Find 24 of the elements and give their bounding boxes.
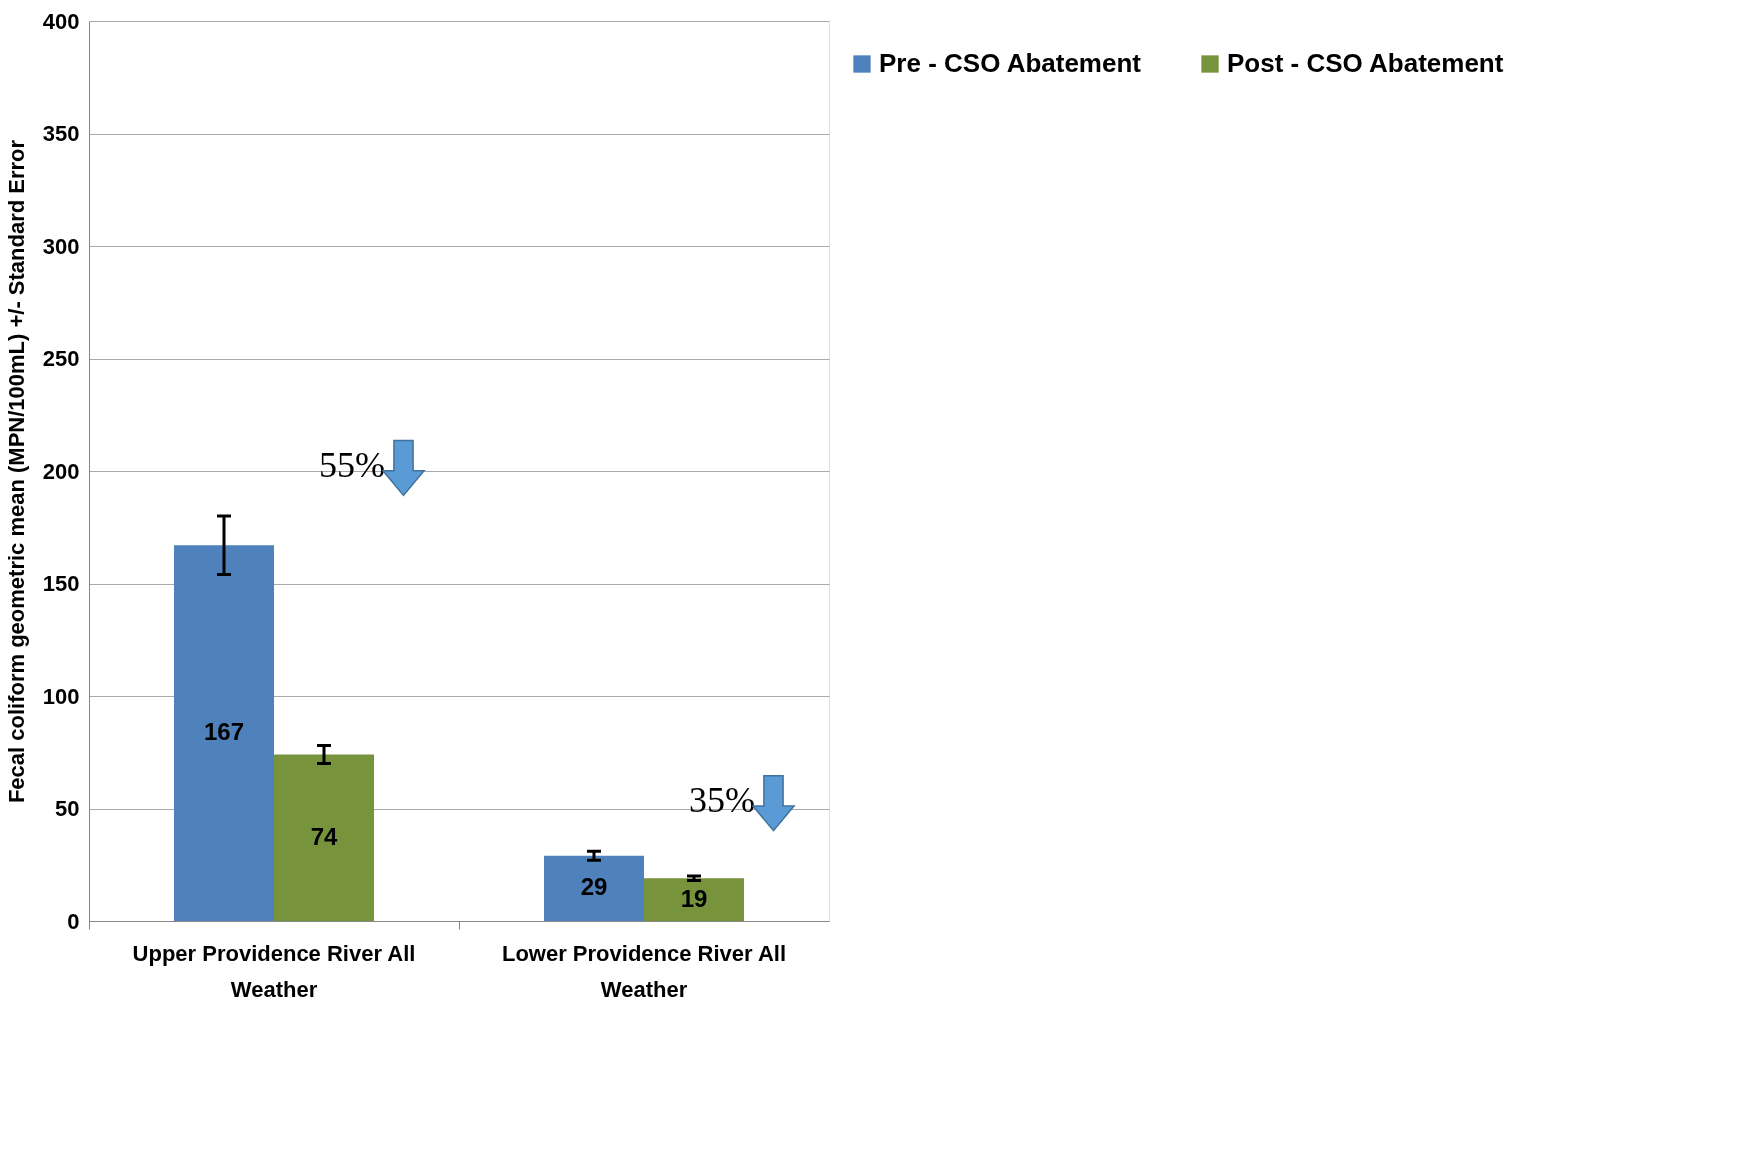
- x-tick-label: Upper Providence River All Weather: [132, 940, 416, 1002]
- y-tick-label: 300: [42, 233, 80, 259]
- bar: [274, 754, 374, 921]
- annotation: 55%: [319, 445, 385, 485]
- bar: [544, 855, 644, 921]
- y-tick-label: 0: [67, 908, 80, 934]
- y-tick-label: 100: [42, 683, 80, 709]
- y-tick-label: 50: [55, 796, 80, 821]
- data-label: 19: [680, 884, 708, 912]
- legend-label: Post - CSO Abatement: [1227, 48, 1504, 78]
- y-tick-label: 250: [42, 346, 80, 371]
- y-tick-label: 150: [42, 571, 80, 596]
- annotation: 35%: [689, 780, 755, 821]
- x-tick-label: Lower Providence River All Weather: [501, 940, 787, 1002]
- data-label: 29: [580, 873, 608, 901]
- data-label: 74: [310, 822, 338, 850]
- y-tick-label: 200: [42, 458, 80, 484]
- legend-label: Pre - CSO Abatement: [879, 48, 1142, 78]
- y-axis-title: Fecal coliform geometric mean (MPN/100mL) +/- Standard Error: [3, 139, 29, 804]
- data-label: 167: [203, 718, 245, 746]
- bar: [174, 545, 274, 921]
- y-tick-label: 350: [42, 121, 80, 146]
- y-tick-label: 400: [42, 8, 80, 34]
- bar: [644, 878, 744, 921]
